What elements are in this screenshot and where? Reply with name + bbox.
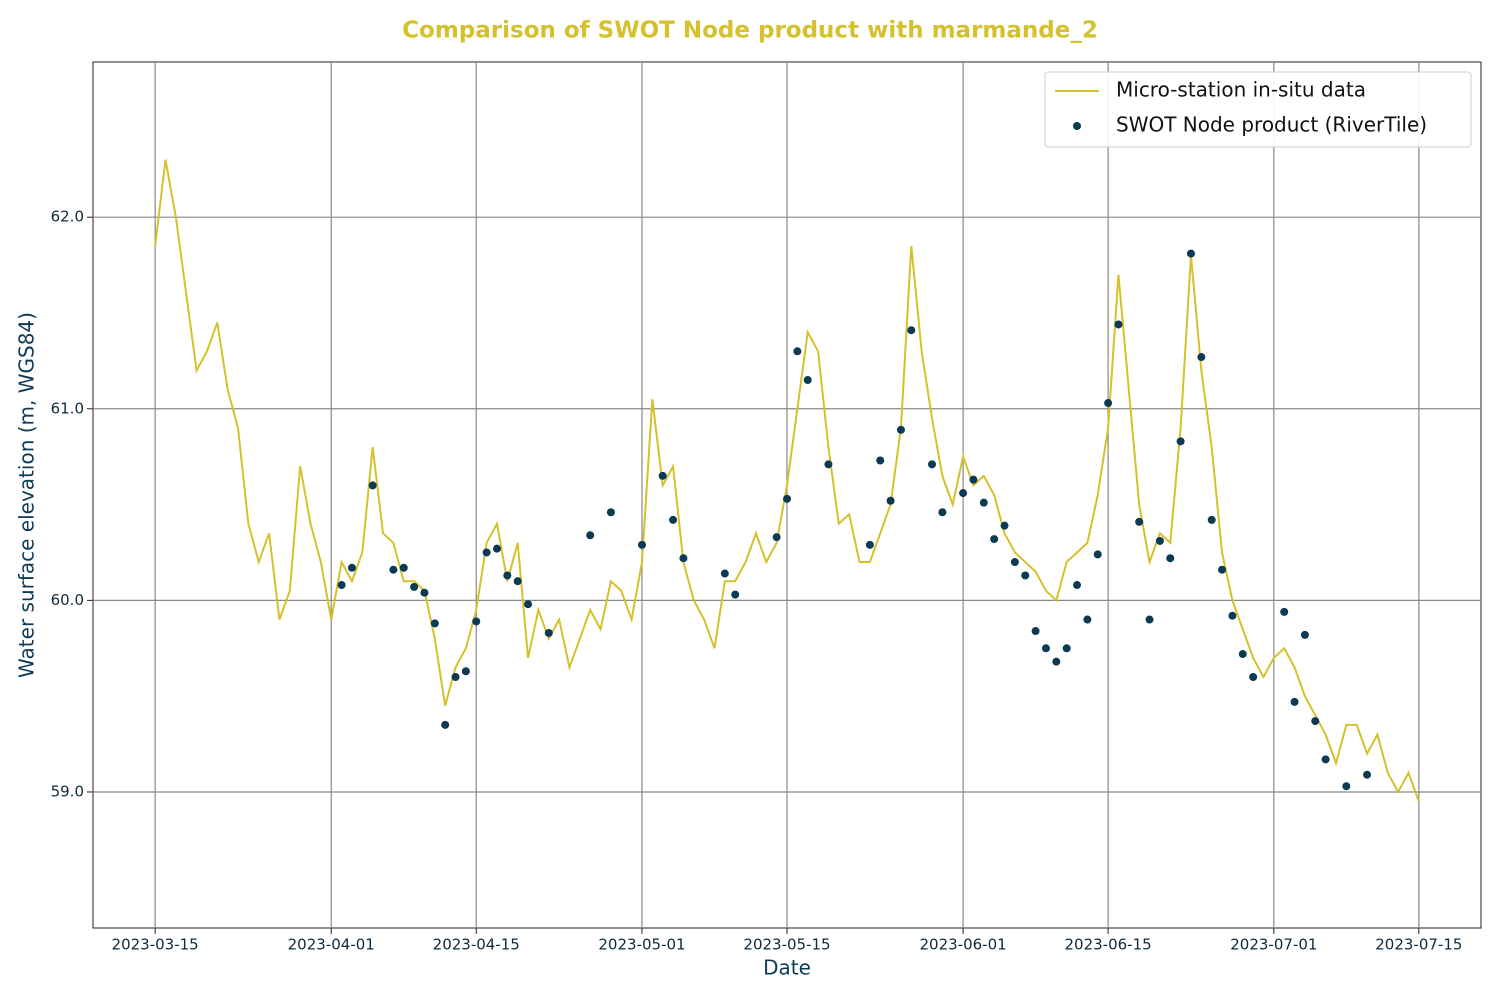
scatter-point [969, 475, 978, 484]
line-series [154, 159, 1420, 802]
scatter-point [731, 590, 740, 599]
x-tick-label: 2023-06-15 [1065, 936, 1152, 954]
scatter-point [368, 481, 377, 490]
scatter-point [896, 425, 905, 434]
scatter-point [1073, 581, 1082, 590]
scatter-point [1186, 249, 1195, 258]
scatter-point [1176, 437, 1185, 446]
scatter-point [1249, 673, 1258, 682]
scatter-point [1218, 565, 1227, 574]
scatter-point [410, 582, 419, 591]
scatter-point [803, 376, 812, 385]
scatter-point [1052, 657, 1061, 666]
legend-box [1044, 71, 1472, 148]
scatter-point [524, 600, 533, 609]
scatter-point [959, 489, 968, 498]
legend-swatch [1073, 122, 1081, 130]
x-tick-label: 2023-05-15 [743, 936, 830, 954]
x-axis-label: Date [763, 956, 811, 980]
x-tick-label: 2023-06-01 [919, 936, 1006, 954]
y-axis-label: Water surface elevation (m, WGS84) [15, 312, 39, 678]
scatter-point [430, 619, 439, 628]
scatter-point [886, 496, 895, 505]
x-tick-label: 2023-07-15 [1375, 936, 1462, 954]
y-tick-label: 59.0 [51, 782, 84, 800]
scatter-point [1114, 320, 1123, 329]
scatter-point [472, 617, 481, 626]
x-tick-label: 2023-04-01 [288, 936, 375, 954]
scatter-point [938, 508, 947, 517]
scatter-point [1093, 550, 1102, 559]
scatter-point [772, 533, 781, 542]
scatter-point [669, 515, 678, 524]
scatter-point [637, 540, 646, 549]
scatter-point [1021, 571, 1030, 580]
scatter-point [420, 588, 429, 597]
y-tick-label: 61.0 [51, 399, 84, 417]
scatter-point [1135, 517, 1144, 526]
y-tick-label: 62.0 [51, 208, 84, 226]
scatter-point [451, 673, 460, 682]
scatter-point [1300, 630, 1309, 639]
scatter-point [1228, 611, 1237, 620]
chart-title: Comparison of SWOT Node product with mar… [402, 18, 1098, 44]
legend-label: SWOT Node product (RiverTile) [1116, 113, 1427, 137]
scatter-point [1342, 782, 1351, 791]
scatter-point [1155, 536, 1164, 545]
x-tick-label: 2023-05-01 [598, 936, 685, 954]
scatter-point [679, 554, 688, 563]
x-tick-label: 2023-04-15 [433, 936, 520, 954]
scatter-point [1104, 399, 1113, 408]
scatter-point [461, 667, 470, 676]
scatter-point [389, 565, 398, 574]
scatter-point [544, 628, 553, 637]
scatter-point [1031, 627, 1040, 636]
scatter-point [586, 531, 595, 540]
scatter-point [1000, 521, 1009, 530]
scatter-point [513, 577, 522, 586]
scatter-point [1166, 554, 1175, 563]
scatter-point [824, 460, 833, 469]
scatter-point [1311, 717, 1320, 726]
scatter-point [1207, 515, 1216, 524]
scatter-point [441, 720, 450, 729]
scatter-point [907, 326, 916, 335]
scatter-point [482, 548, 491, 557]
marks [154, 159, 1420, 802]
y-tick-label: 60.0 [51, 591, 84, 609]
scatter-point [1145, 615, 1154, 624]
scatter-point [399, 563, 408, 572]
scatter-point [928, 460, 937, 469]
scatter-point [1290, 697, 1299, 706]
scatter-point [720, 569, 729, 578]
scatter-point [492, 544, 501, 553]
x-tick-label: 2023-03-15 [112, 936, 199, 954]
scatter-point [1280, 607, 1289, 616]
scatter-point [979, 498, 988, 507]
scatter-point [1010, 558, 1019, 567]
scatter-point [658, 471, 667, 480]
scatter-point [606, 508, 615, 517]
scatter-point [783, 494, 791, 503]
scatter-point [876, 456, 885, 465]
x-tick-label: 2023-07-01 [1230, 936, 1317, 954]
scatter-point [865, 540, 874, 549]
scatter-point [1238, 650, 1247, 659]
legend: Micro-station in-situ data SWOT Node prod… [1044, 71, 1472, 148]
scatter-point [1321, 755, 1330, 764]
scatter-point [793, 347, 802, 356]
scatter-point [990, 535, 999, 544]
scatter-point [503, 571, 512, 580]
scatter-point [1083, 615, 1092, 624]
scatter-point [1197, 353, 1206, 362]
scatter-point [347, 563, 356, 572]
grid: 2023-03-15 2023-04-01 2023-04-15 2023-05-01… [51, 62, 1481, 954]
scatter-point [1363, 770, 1372, 779]
scatter-point [337, 581, 346, 590]
scatter-point [1062, 644, 1071, 653]
legend-label: Micro-station in-situ data [1116, 78, 1366, 102]
scatter-point [1041, 644, 1050, 653]
